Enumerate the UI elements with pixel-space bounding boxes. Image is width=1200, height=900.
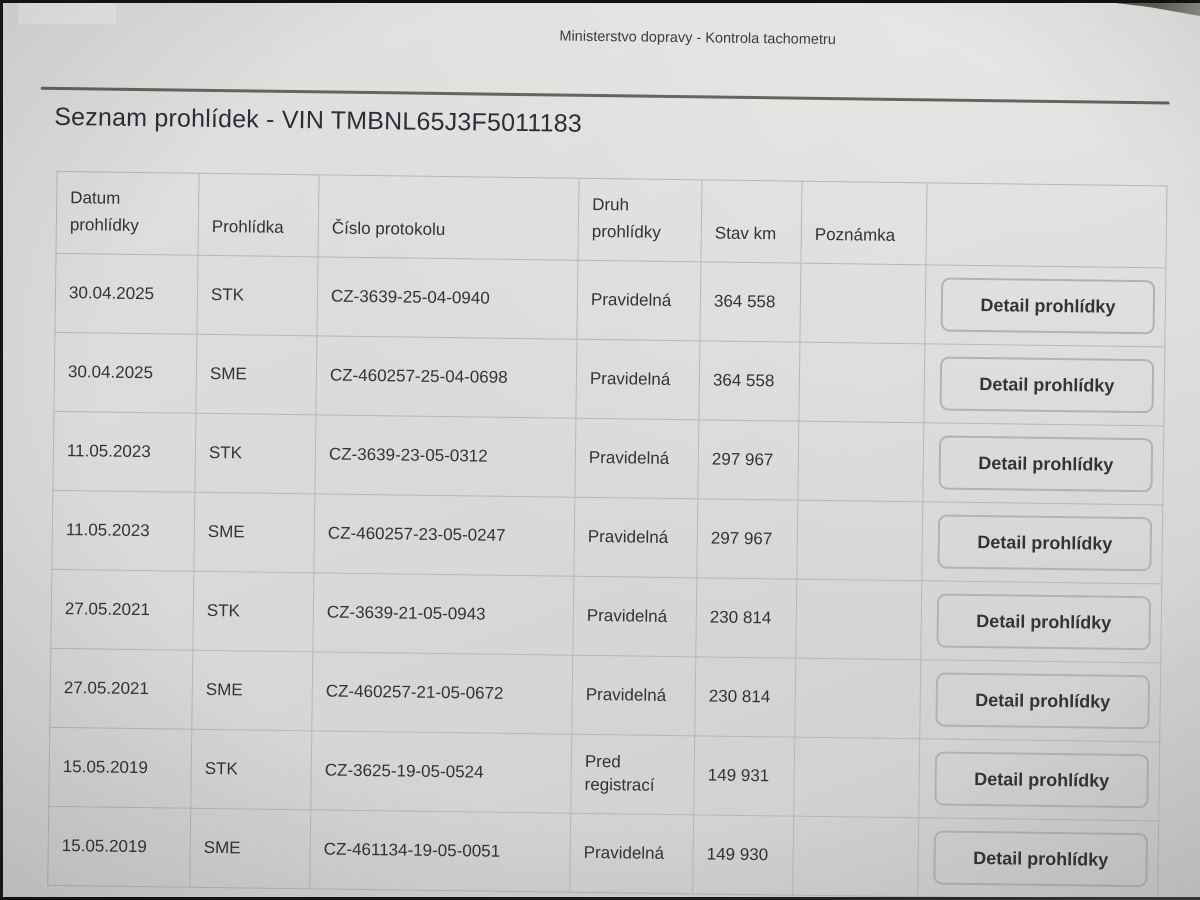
cell-datum: 27.05.2021: [50, 569, 194, 651]
cell-action: Detail prohlídky: [924, 264, 1166, 347]
cell-protokol: CZ-461134-19-05-0051: [309, 809, 571, 893]
cell-datum: 11.05.2023: [52, 411, 196, 493]
cell-prohlidka: STK: [194, 413, 316, 494]
cell-poznamka: [794, 658, 921, 739]
cell-datum: 15.05.2019: [48, 727, 192, 809]
cell-protokol: CZ-460257-23-05-0247: [313, 493, 575, 577]
photo-edge-left: [0, 0, 3, 900]
table-row: 30.04.2025 STK CZ-3639-25-04-0940 Pravid…: [54, 253, 1166, 347]
column-header-stav-km: Stav km: [700, 179, 803, 264]
cell-datum: 11.05.2023: [51, 490, 195, 572]
cell-poznamka: [797, 421, 924, 502]
cell-stav-km: 149 931: [693, 735, 795, 817]
table-row: 30.04.2025 SME CZ-460257-25-04-0698 Prav…: [53, 332, 1165, 426]
cell-druh: Pravidelná: [576, 260, 701, 341]
table-row: 11.05.2023 STK CZ-3639-23-05-0312 Pravid…: [52, 411, 1164, 505]
cell-action: Detail prohlídky: [922, 422, 1164, 505]
header-divider: [40, 86, 1170, 105]
cell-prohlidka: SME: [193, 492, 315, 573]
cell-druh: Pred registrací: [570, 734, 695, 815]
paper-highlight-patch: [18, 3, 116, 24]
detail-prohlidky-button[interactable]: Detail prohlídky: [938, 435, 1154, 493]
detail-prohlidky-button[interactable]: Detail prohlídky: [939, 356, 1155, 414]
table-row: 15.05.2019 STK CZ-3625-19-05-0524 Pred r…: [48, 727, 1160, 821]
cell-action: Detail prohlídky: [921, 501, 1163, 584]
photo-edge-bottom: [0, 897, 1200, 900]
page-title: Seznam prohlídek - VIN TMBNL65J3F5011183: [54, 102, 583, 138]
cell-datum: 15.05.2019: [47, 806, 191, 888]
table-header-row: Datum prohlídky Prohlídka Číslo protokol…: [56, 171, 1167, 268]
cell-druh: Pravidelná: [574, 418, 699, 499]
cell-poznamka: [792, 816, 919, 897]
cell-poznamka: [795, 579, 922, 660]
cell-druh: Pravidelná: [569, 813, 694, 894]
table-row: 11.05.2023 SME CZ-460257-23-05-0247 Prav…: [51, 490, 1163, 584]
table-row: 27.05.2021 SME CZ-460257-21-05-0672 Prav…: [49, 648, 1161, 742]
cell-action: Detail prohlídky: [923, 343, 1165, 426]
cell-prohlidka: STK: [192, 571, 314, 652]
table-row: 27.05.2021 STK CZ-3639-21-05-0943 Pravid…: [50, 569, 1162, 663]
cell-stav-km: 230 814: [695, 577, 797, 659]
cell-stav-km: 149 930: [692, 814, 794, 896]
cell-prohlidka: STK: [196, 255, 318, 336]
cell-action: Detail prohlídky: [917, 817, 1159, 900]
column-header-protokol: Číslo protokolu: [317, 174, 580, 261]
cell-druh: Pravidelná: [572, 576, 697, 657]
cell-stav-km: 364 558: [699, 261, 801, 343]
cell-datum: 30.04.2025: [53, 332, 197, 414]
cell-protokol: CZ-460257-25-04-0698: [315, 335, 577, 419]
cell-action: Detail prohlídky: [920, 580, 1162, 663]
cell-datum: 30.04.2025: [54, 253, 198, 335]
cell-druh: Pravidelná: [571, 655, 696, 736]
cell-stav-km: 297 967: [696, 498, 798, 580]
column-header-poznamka: Poznámka: [800, 181, 928, 265]
cell-protokol: CZ-3639-23-05-0312: [314, 414, 576, 498]
cell-stav-km: 230 814: [694, 656, 796, 738]
detail-prohlidky-button[interactable]: Detail prohlídky: [937, 514, 1153, 572]
cell-poznamka: [796, 500, 923, 581]
cell-protokol: CZ-3625-19-05-0524: [310, 730, 572, 814]
cell-stav-km: 364 558: [698, 340, 800, 422]
cell-stav-km: 297 967: [697, 419, 799, 501]
cell-druh: Pravidelná: [575, 339, 700, 420]
column-header-datum: Datum prohlídky: [56, 171, 200, 256]
cell-poznamka: [793, 737, 920, 818]
cell-poznamka: [798, 342, 925, 423]
cell-action: Detail prohlídky: [918, 738, 1160, 821]
cell-poznamka: [799, 263, 926, 344]
ministry-header: Ministerstvo dopravy - Kontrola tachomet…: [559, 28, 836, 49]
cell-protokol: CZ-3639-21-05-0943: [312, 572, 574, 656]
detail-prohlidky-button[interactable]: Detail prohlídky: [935, 672, 1151, 730]
cell-protokol: CZ-3639-25-04-0940: [316, 256, 578, 340]
detail-prohlidky-button[interactable]: Detail prohlídky: [934, 751, 1150, 809]
column-header-prohlidka: Prohlídka: [197, 173, 320, 257]
detail-prohlidky-button[interactable]: Detail prohlídky: [936, 593, 1152, 651]
cell-datum: 27.05.2021: [49, 648, 193, 730]
cell-prohlidka: SME: [189, 808, 311, 889]
cell-prohlidka: SME: [195, 334, 317, 415]
cell-druh: Pravidelná: [573, 497, 698, 578]
photo-edge-top: [0, 0, 1200, 3]
column-header-actions: [925, 182, 1167, 268]
cell-prohlidka: SME: [191, 650, 313, 731]
inspections-table: Datum prohlídky Prohlídka Číslo protokol…: [47, 171, 1167, 900]
cell-protokol: CZ-460257-21-05-0672: [311, 651, 573, 735]
detail-prohlidky-button[interactable]: Detail prohlídky: [940, 277, 1156, 335]
detail-prohlidky-button[interactable]: Detail prohlídky: [933, 830, 1149, 888]
table-row: 15.05.2019 SME CZ-461134-19-05-0051 Prav…: [47, 806, 1159, 900]
cell-action: Detail prohlídky: [919, 659, 1161, 742]
cell-prohlidka: STK: [190, 729, 312, 810]
column-header-druh: Druh prohlídky: [577, 178, 703, 262]
